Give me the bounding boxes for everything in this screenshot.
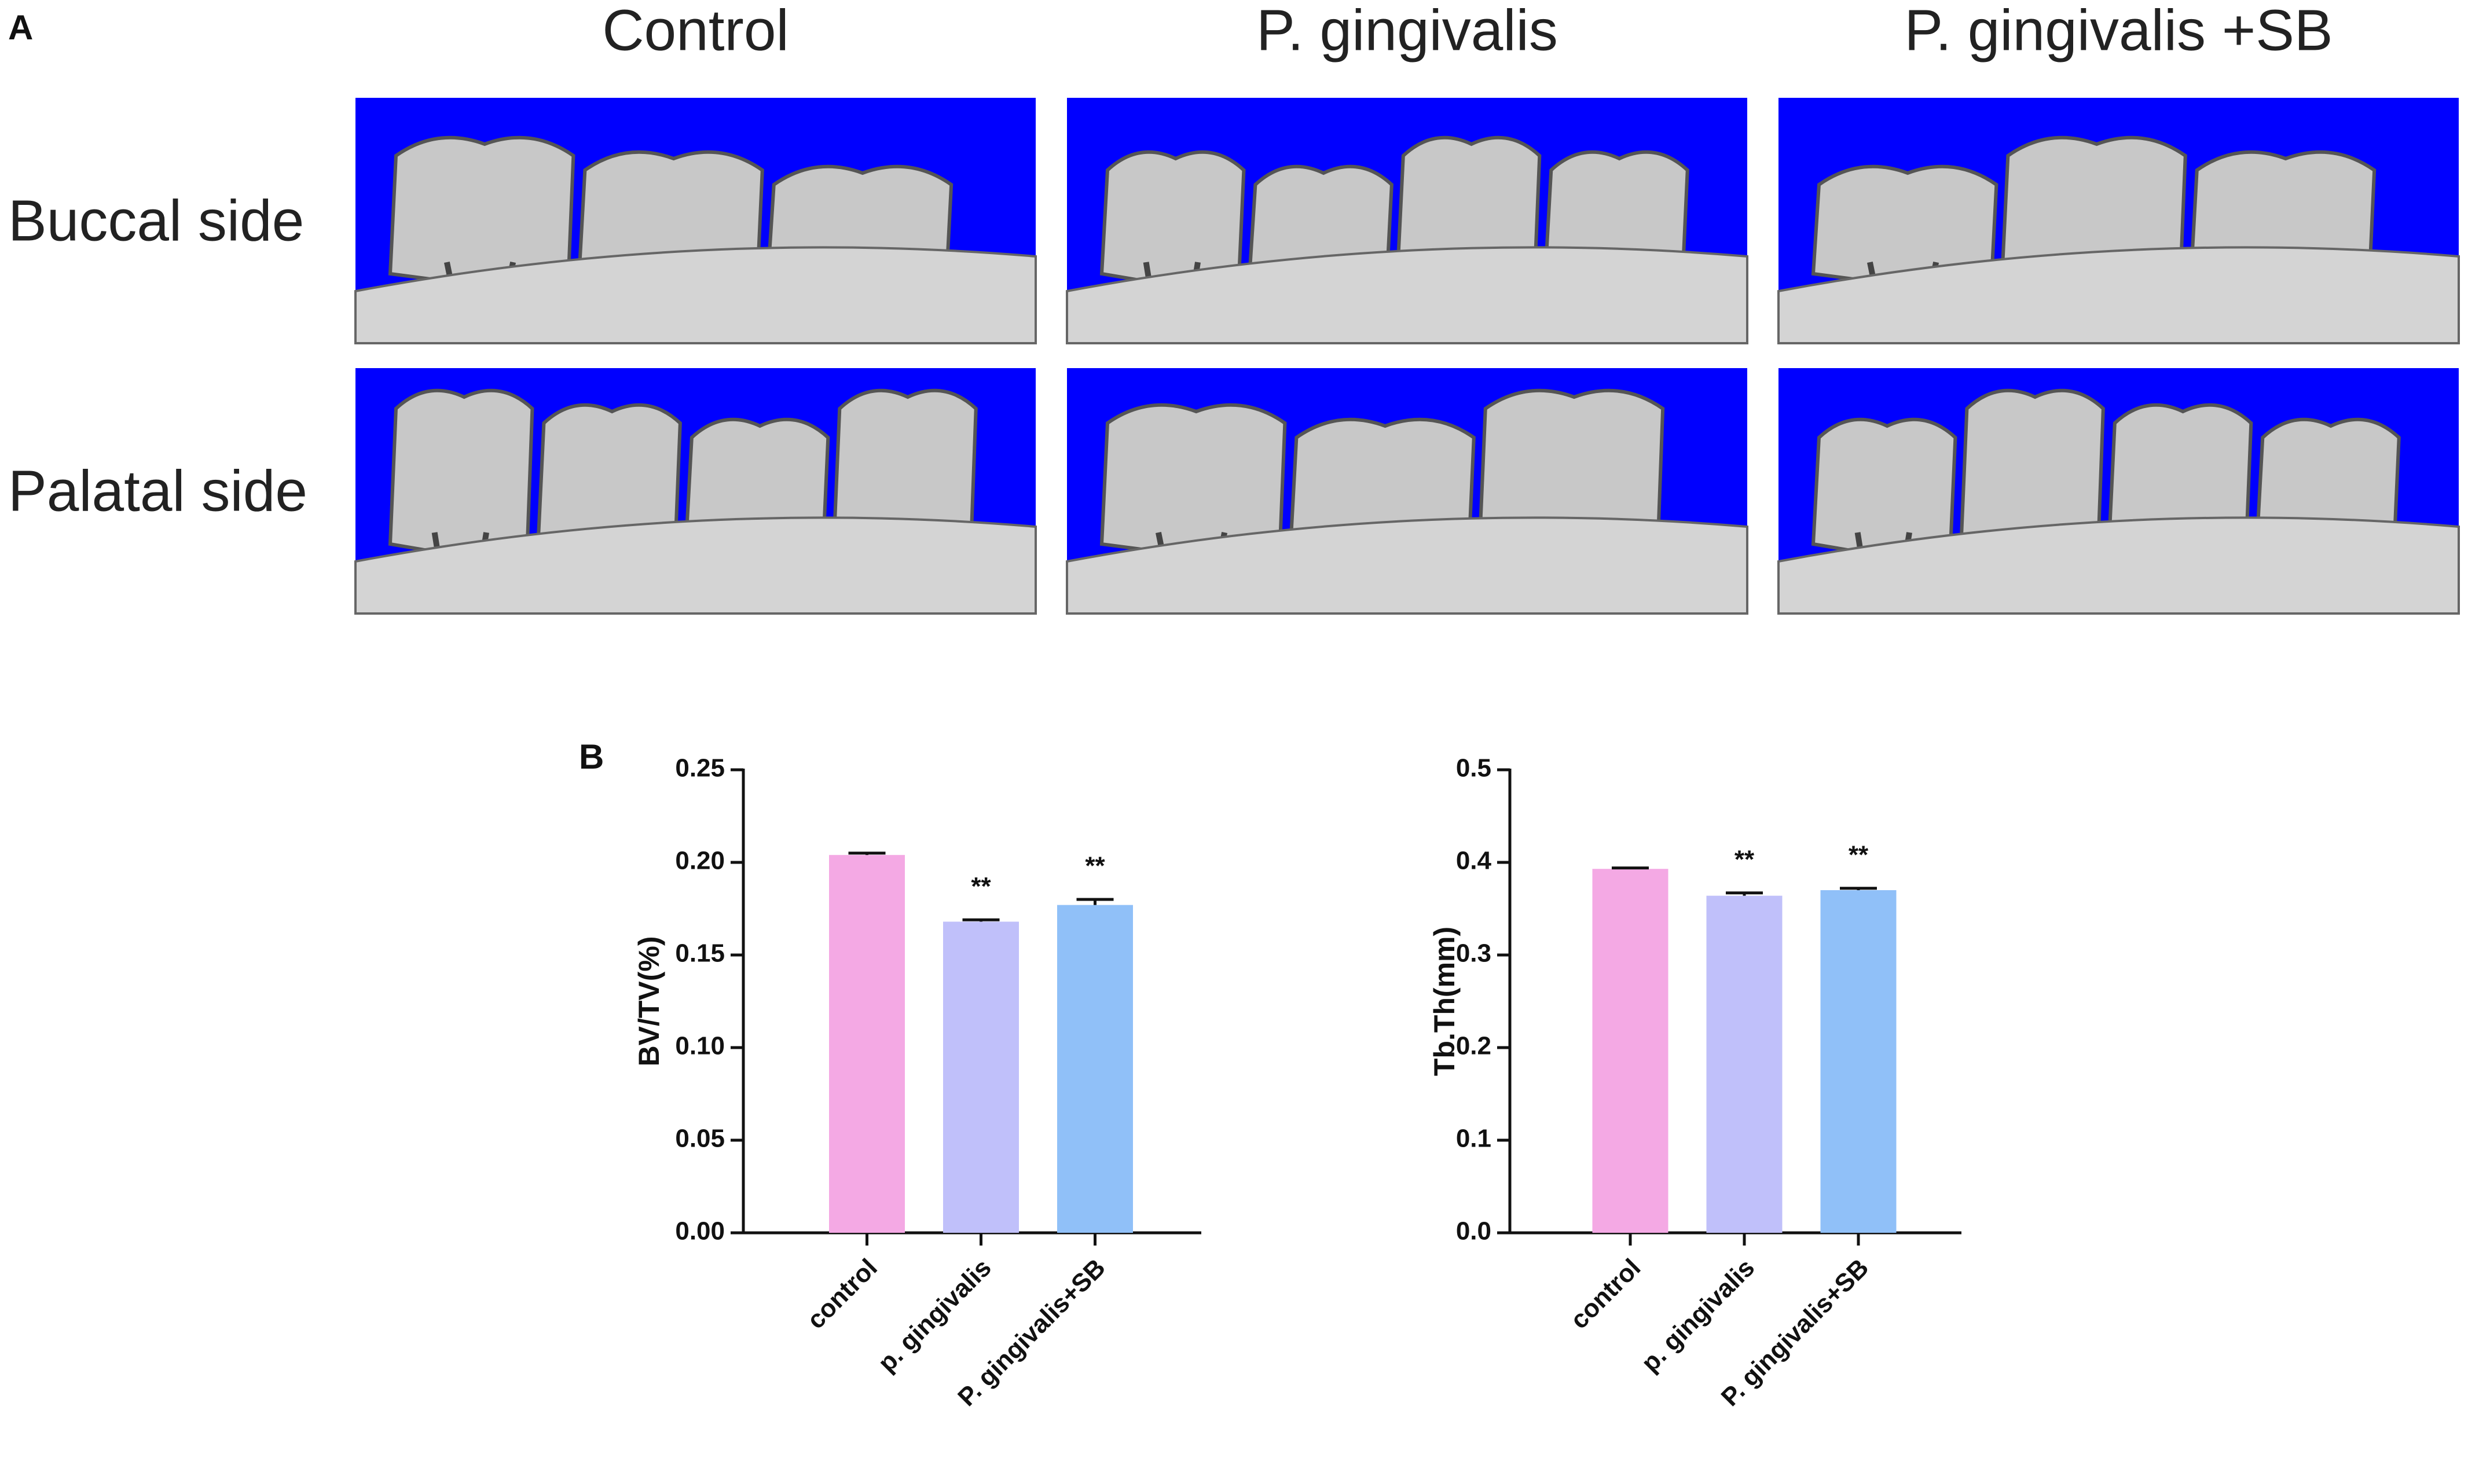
tooth (388, 388, 534, 570)
bar (1057, 905, 1133, 1233)
error-bar (1076, 898, 1114, 905)
y-tick-label: 0.20 (675, 847, 725, 875)
x-tick-label: control (1565, 1254, 1646, 1335)
x-tick-label: p. gingivalis (872, 1254, 996, 1378)
column-title: P. gingivalis +SB (1904, 0, 2333, 63)
y-tick-label: 0.00 (675, 1217, 725, 1246)
tooth (388, 135, 575, 299)
error-bar (1612, 866, 1649, 870)
y-tick-label: 0.10 (675, 1032, 725, 1060)
column-title: Control (602, 0, 789, 63)
y-tick-label: 0.05 (675, 1125, 725, 1153)
bone (354, 246, 1037, 344)
micro-ct-image (354, 368, 1037, 615)
y-tick-label: 0.2 (1456, 1032, 1491, 1060)
significance: ** (1734, 845, 1755, 873)
bar (829, 855, 905, 1233)
row-label: Buccal side (8, 188, 304, 253)
bone (1066, 246, 1748, 344)
row-label: Palatal side (8, 458, 307, 523)
error-bar (1840, 887, 1877, 890)
y-tick-label: 0.5 (1456, 754, 1491, 783)
micro-ct-image (354, 98, 1037, 344)
panel-label: A (8, 8, 33, 47)
bone (1777, 516, 2460, 615)
micro-ct-image (1777, 98, 2460, 344)
tooth (1099, 150, 1246, 299)
error-bar (1726, 891, 1763, 896)
y-tick-label: 0.3 (1456, 939, 1491, 968)
micro-ct-image (1777, 368, 2460, 615)
y-tick-label: 0.1 (1456, 1125, 1491, 1153)
error-bar (848, 851, 886, 855)
y-tick-label: 0.15 (675, 939, 725, 968)
y-tick-label: 0.4 (1456, 847, 1492, 875)
bar (1592, 869, 1668, 1233)
significance: ** (1849, 840, 1869, 869)
bar (1820, 890, 1897, 1233)
y-axis-label: Tb.Th(mm) (1428, 927, 1461, 1076)
significance: ** (1085, 852, 1105, 880)
y-axis-label: BV/TV(%) (633, 936, 665, 1067)
bone (354, 516, 1037, 615)
tooth (1099, 403, 1287, 570)
column-title: P. gingivalis (1256, 0, 1558, 63)
x-tick-label: p. gingivalis (1636, 1254, 1760, 1378)
y-tick-label: 0.25 (675, 754, 725, 783)
bar (1706, 895, 1783, 1233)
significance: ** (971, 872, 991, 901)
micro-ct-image (1066, 368, 1748, 615)
y-tick-label: 0.0 (1456, 1217, 1491, 1246)
bone (1066, 516, 1748, 615)
panel-label: B (579, 737, 604, 776)
bar (943, 921, 1019, 1233)
tooth (1811, 417, 1957, 570)
error-bar (962, 918, 1000, 922)
micro-ct-image (1066, 98, 1748, 344)
x-tick-label: control (802, 1254, 883, 1335)
bone (1777, 246, 2460, 344)
